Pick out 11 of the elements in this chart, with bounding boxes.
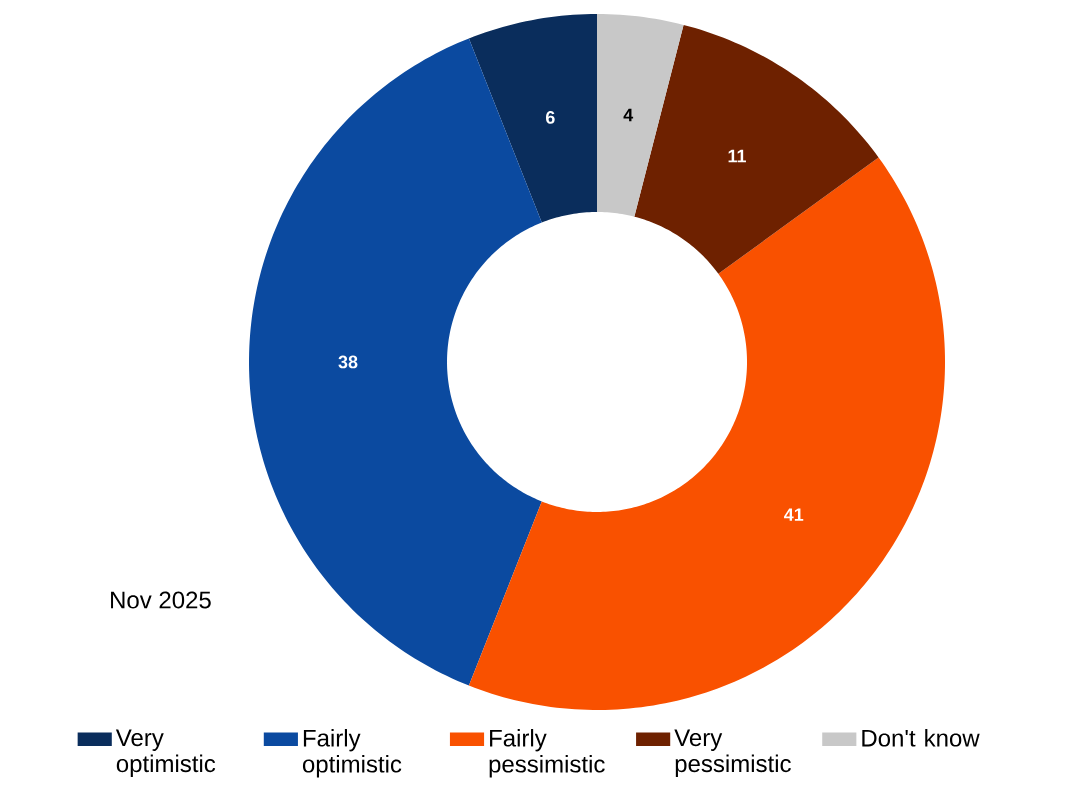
data-label: 38 [338, 355, 358, 369]
data-label: 41 [784, 508, 804, 521]
legend-label: Very optimistic [115, 729, 216, 777]
text: Nov 2025 [111, 591, 211, 609]
data-label: 11 [728, 149, 746, 163]
legend-label: Fairly optimistic [302, 729, 402, 778]
data-label: 4 [623, 108, 634, 122]
data-label: 6 [546, 111, 555, 124]
legend-label: Don't know [862, 729, 980, 747]
legend-label: Very pessimistic [674, 729, 791, 777]
legend-label: Fairly pessimistic [489, 729, 605, 778]
